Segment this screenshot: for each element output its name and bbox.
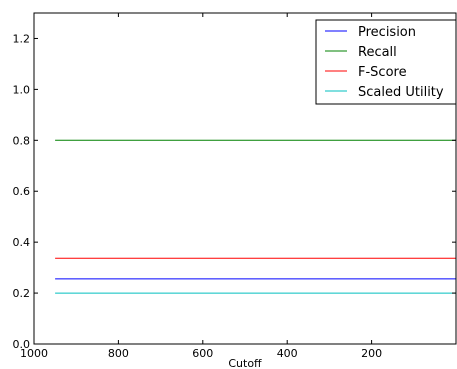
x-tick-label: 400 [277, 347, 298, 360]
y-tick-label: 1.2 [13, 32, 31, 45]
legend-label-scaled-utility: Scaled Utility [358, 85, 444, 100]
x-tick-label: 1000 [20, 347, 48, 360]
legend-label-recall: Recall [358, 45, 397, 60]
y-tick-label: 0.0 [13, 338, 31, 351]
y-tick-label: 0.2 [13, 287, 31, 300]
y-tick-label: 0.6 [13, 185, 31, 198]
x-tick-label: 600 [192, 347, 213, 360]
legend-label-f-score: F-Score [358, 65, 407, 80]
series-layer [55, 139, 456, 294]
x-axis-label: Cutoff [228, 357, 262, 369]
plot-frame [33, 12, 457, 345]
y-tick-label: 0.8 [13, 134, 31, 147]
legend: Precision Recall F-Score Scaled Utility [315, 19, 457, 105]
x-tick-label: 200 [361, 347, 382, 360]
y-tick-label: 0.4 [13, 236, 31, 249]
legend-box [315, 19, 457, 105]
y-tick-label: 1.0 [13, 83, 31, 96]
legend-label-precision: Precision [358, 25, 416, 40]
axes-layer: 1000 800 600 400 200 0.0 0.2 0.4 0.6 0.8 1.0 1.2 [13, 12, 457, 360]
x-tick-label: 800 [108, 347, 129, 360]
